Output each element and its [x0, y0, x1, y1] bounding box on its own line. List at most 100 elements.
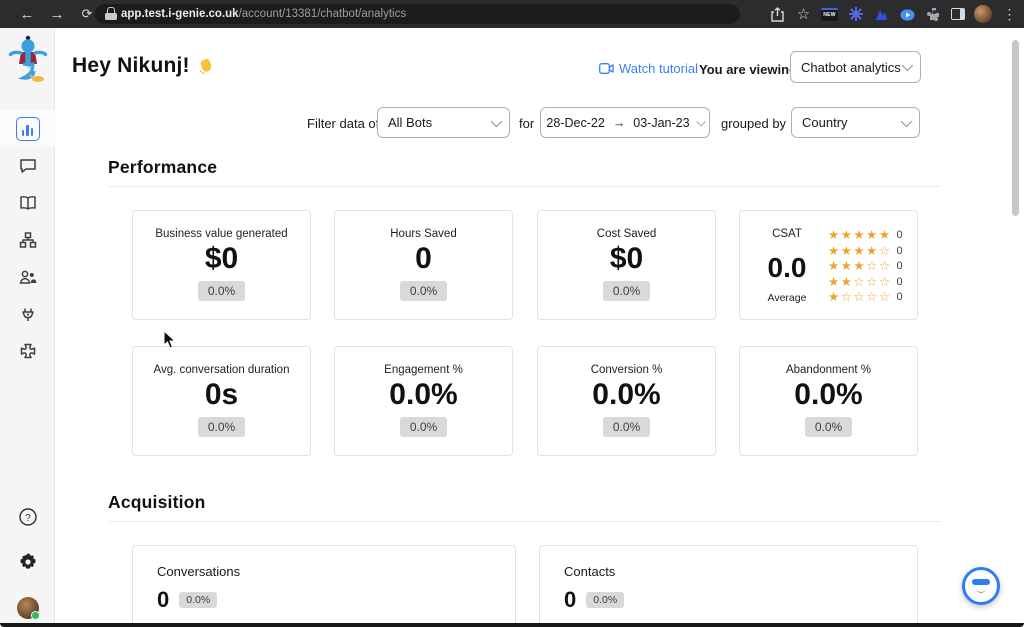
- back-icon[interactable]: ←: [14, 6, 40, 23]
- card-value: 0s: [133, 378, 310, 412]
- chat-launcher-icon: [972, 579, 990, 585]
- svg-text:?: ?: [25, 513, 31, 524]
- sidebar-item-conversations[interactable]: [0, 147, 55, 184]
- change-badge: 0.0%: [603, 281, 650, 301]
- chevron-down-icon: [696, 117, 705, 126]
- change-badge: 0.0%: [179, 592, 217, 608]
- change-badge: 0.0%: [400, 417, 447, 437]
- stars-5-icon: ★★★★★: [828, 228, 892, 242]
- side-panel-icon[interactable]: [951, 8, 965, 20]
- app-window: ← → ⟳ app.test.i-genie.co.uk/account/133…: [0, 0, 1024, 627]
- stars-2-icon: ★★☆☆☆: [828, 275, 892, 289]
- card-value: 0: [564, 587, 576, 613]
- genie-logo[interactable]: [7, 34, 49, 89]
- card-value: 0: [335, 242, 512, 276]
- stars-4-icon: ★★★★☆: [828, 244, 892, 258]
- divider: [108, 186, 941, 187]
- arrow-right-icon: →: [613, 116, 626, 130]
- star-row: ★☆☆☆☆0: [828, 290, 907, 304]
- extensions-puzzle-icon[interactable]: [925, 6, 942, 23]
- card-title: Cost Saved: [538, 228, 715, 240]
- chevron-down-icon: [901, 115, 912, 126]
- acquisition-card-contacts: Contacts 0 0.0%: [539, 545, 918, 627]
- star-row: ★★★★★0: [828, 228, 907, 242]
- star-row: ★★★★☆0: [828, 244, 907, 258]
- metric-card-business-value: Business value generated $0 0.0%: [132, 210, 311, 320]
- change-badge: 0.0%: [586, 592, 624, 608]
- sidebar-item-analytics[interactable]: [0, 110, 55, 147]
- card-title: Conversion %: [538, 364, 715, 376]
- kebab-menu-icon[interactable]: ⋮: [1001, 6, 1018, 23]
- forward-icon[interactable]: →: [44, 6, 70, 23]
- card-title: Abandonment %: [740, 364, 917, 376]
- url-text: app.test.i-genie.co.uk/account/13381/cha…: [121, 8, 406, 20]
- change-badge: 0.0%: [400, 281, 447, 301]
- extension-cloud-play-icon[interactable]: [899, 6, 916, 23]
- sidebar-item-knowledge[interactable]: [0, 184, 55, 221]
- sidebar-item-flows[interactable]: [0, 221, 55, 258]
- chat-launcher-button[interactable]: [962, 567, 1000, 605]
- analytics-type-select[interactable]: Chatbot analytics: [790, 51, 921, 83]
- stars-3-icon: ★★★☆☆: [828, 259, 892, 273]
- metric-card-csat: CSAT 0.0 Average ★★★★★0 ★★★★☆0 ★★★☆☆0 ★★…: [739, 210, 918, 320]
- card-value: $0: [538, 242, 715, 276]
- address-bar[interactable]: app.test.i-genie.co.uk/account/13381/cha…: [95, 4, 740, 24]
- extension-sunburst-icon[interactable]: [847, 6, 864, 23]
- date-range-picker[interactable]: 28-Dec-22 → 03-Jan-23: [540, 107, 710, 138]
- star-row: ★★★☆☆0: [828, 259, 907, 273]
- card-value: $0: [133, 242, 310, 276]
- metric-card-avg-duration: Avg. conversation duration 0s 0.0%: [132, 346, 311, 456]
- metric-card-engagement: Engagement % 0.0% 0.0%: [334, 346, 513, 456]
- mouse-cursor: [163, 330, 177, 355]
- group-by-select[interactable]: Country: [791, 107, 920, 138]
- users-icon: [18, 267, 38, 287]
- change-badge: 0.0%: [603, 417, 650, 437]
- sidebar-item-contacts[interactable]: [0, 258, 55, 295]
- card-title: Business value generated: [133, 228, 310, 240]
- card-title: Conversations: [157, 564, 515, 579]
- puzzle-icon: [18, 341, 38, 361]
- star-rating-breakdown: ★★★★★0 ★★★★☆0 ★★★☆☆0 ★★☆☆☆0 ★☆☆☆☆0: [818, 228, 907, 319]
- chevron-down-icon: [491, 115, 502, 126]
- user-avatar[interactable]: [17, 597, 39, 619]
- viewing-label: You are viewing: [699, 62, 797, 77]
- card-title: Avg. conversation duration: [133, 364, 310, 376]
- change-badge: 0.0%: [198, 417, 245, 437]
- divider: [108, 521, 941, 522]
- csat-average-label: Average: [768, 292, 807, 304]
- help-icon[interactable]: ?: [18, 507, 38, 532]
- settings-gear-icon[interactable]: [18, 552, 38, 577]
- bookmark-star-icon[interactable]: ☆: [795, 6, 812, 23]
- vertical-scrollbar[interactable]: [1012, 40, 1019, 216]
- card-title: Hours Saved: [335, 228, 512, 240]
- star-row: ★★☆☆☆0: [828, 275, 907, 289]
- filter-label: Filter data of: [307, 116, 379, 131]
- chevron-down-icon: [902, 60, 913, 71]
- bot-filter-select[interactable]: All Bots: [377, 107, 510, 138]
- card-value: 0: [157, 587, 169, 613]
- video-camera-icon: [599, 63, 614, 74]
- change-badge: 0.0%: [198, 281, 245, 301]
- share-icon[interactable]: [769, 6, 786, 23]
- extension-arrow-icon[interactable]: [873, 6, 890, 23]
- sidebar-item-apps[interactable]: [0, 332, 55, 369]
- watch-tutorial-link[interactable]: Watch tutorial: [599, 61, 698, 76]
- stars-1-icon: ★☆☆☆☆: [828, 290, 892, 304]
- acquisition-card-conversations: Conversations 0 0.0%: [132, 545, 516, 627]
- change-badge: 0.0%: [805, 417, 852, 437]
- card-title: Engagement %: [335, 364, 512, 376]
- extension-new-icon[interactable]: NEW: [821, 8, 838, 21]
- card-value: 0.0%: [740, 378, 917, 412]
- metric-card-conversion: Conversion % 0.0% 0.0%: [537, 346, 716, 456]
- page-title: Hey Nikunj!: [72, 54, 215, 78]
- browser-profile-avatar[interactable]: [974, 5, 992, 23]
- sidebar-item-integrations[interactable]: [0, 295, 55, 332]
- performance-heading: Performance: [108, 157, 217, 178]
- acquisition-heading: Acquisition: [108, 492, 205, 513]
- for-label: for: [519, 116, 534, 131]
- metric-card-cost-saved: Cost Saved $0 0.0%: [537, 210, 716, 320]
- csat-value: 0.0: [768, 254, 807, 282]
- book-icon: [18, 193, 38, 213]
- browser-toolbar: ← → ⟳ app.test.i-genie.co.uk/account/133…: [0, 0, 1024, 28]
- window-bottom-edge: [0, 623, 1024, 627]
